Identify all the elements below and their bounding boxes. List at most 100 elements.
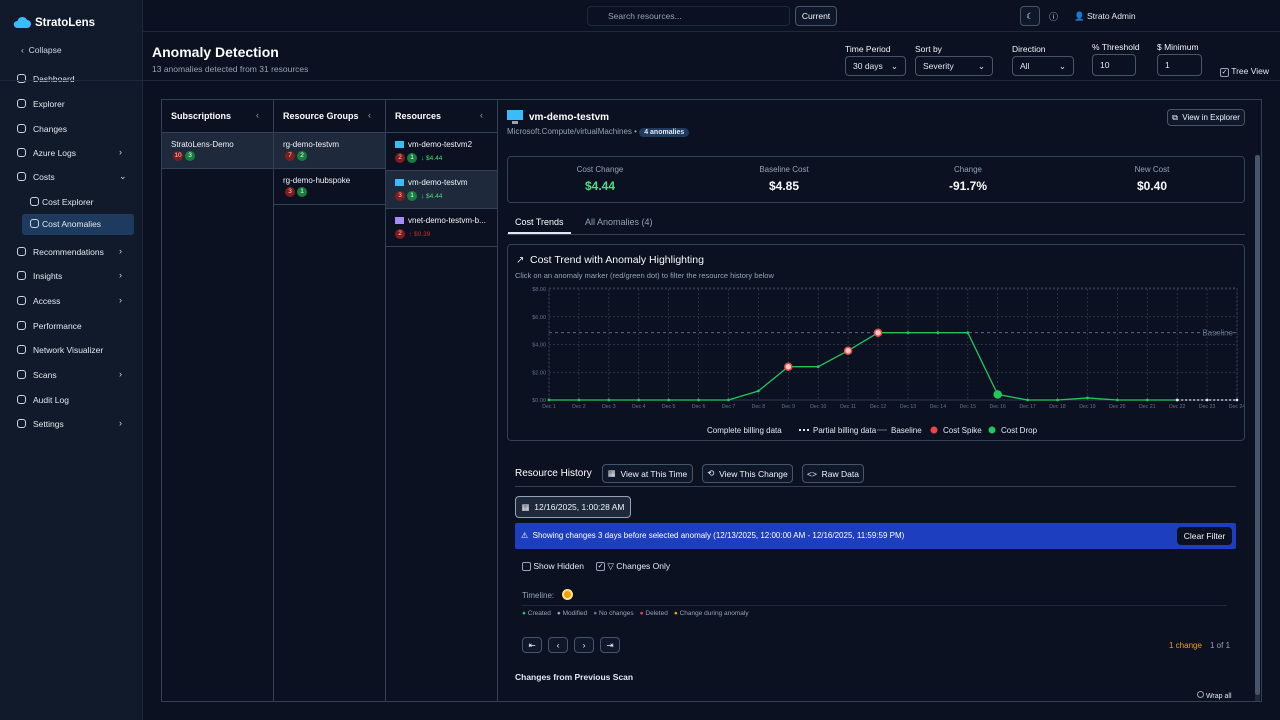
data-point — [1235, 398, 1239, 402]
column-header: Resource Groups — [283, 111, 359, 121]
scrollbar[interactable] — [1255, 155, 1260, 701]
stat-value: $4.85 — [768, 179, 800, 193]
threshold-input[interactable]: 10 — [1092, 54, 1136, 76]
stat-label: Cost Change — [576, 165, 624, 174]
green-badge: 1 — [407, 191, 417, 201]
list-item[interactable]: vm-demo-testvm2 2 1 ↓ $4.44 — [386, 133, 497, 171]
tree-view-toggle[interactable]: ✓ Tree View — [1220, 66, 1269, 77]
collapse-column[interactable]: ‹ — [256, 110, 259, 120]
column-divider — [273, 100, 274, 701]
nav-icon — [17, 419, 26, 428]
legend-dot: ● — [639, 610, 644, 617]
x-tick-label: Dec 16 — [989, 404, 1006, 410]
list-item[interactable]: rg-demo-testvm 7 2 — [274, 133, 385, 169]
x-tick-label: Dec 9 — [782, 404, 796, 410]
nav-item[interactable]: Dashboard — [33, 74, 75, 84]
nav-item[interactable]: Access — [33, 296, 61, 306]
prev-page[interactable]: ‹ — [548, 637, 568, 653]
x-tick-label: Dec 6 — [692, 404, 706, 410]
button-label: View at This Time — [620, 468, 688, 479]
next-page[interactable]: › — [574, 637, 594, 653]
clear-filter-button[interactable]: Clear Filter — [1177, 527, 1232, 545]
view-in-explorer[interactable]: ⧉ View in Explorer — [1167, 109, 1245, 126]
y-tick-label: $2.00 — [532, 370, 546, 376]
view-time-button[interactable]: ▦ View at This Time — [602, 464, 693, 483]
collapse[interactable]: ‹ Collapse — [21, 45, 62, 55]
checkbox — [1197, 691, 1204, 698]
timeline-marker[interactable] — [562, 589, 573, 600]
scroll-thumb — [1255, 155, 1260, 695]
nav-icon — [17, 370, 26, 379]
first-page[interactable]: ⇤ — [522, 637, 542, 653]
item-name: StratoLens-Demo — [171, 140, 234, 149]
x-tick-label: Dec 3 — [602, 404, 616, 410]
help-icon[interactable]: ⓘ — [1049, 12, 1059, 22]
list-item[interactable]: StratoLens-Demo 10 3 — [162, 133, 273, 169]
collapse-column[interactable]: ‹ — [480, 110, 483, 120]
legend-label: Cost Spike — [943, 426, 982, 435]
date-chip[interactable]: ▦ 12/16/2025, 1:00:28 AM — [515, 496, 631, 518]
raw-data-button[interactable]: <> Raw Data — [802, 464, 864, 483]
nav-item[interactable]: Azure Logs — [33, 148, 76, 158]
anomaly-marker[interactable] — [843, 346, 853, 355]
direction-select[interactable]: All ⌄ — [1012, 56, 1074, 76]
list-item[interactable]: vm-demo-testvm 3 1 ↓ $4.44 — [386, 171, 497, 209]
view-change-button[interactable]: ⟲ View This Change — [702, 464, 793, 483]
changes-only[interactable]: ✓ ▽ Changes Only — [596, 561, 671, 572]
anomaly-marker[interactable] — [993, 390, 1002, 399]
nav-item[interactable]: Settings — [33, 419, 64, 429]
nav-item[interactable]: Costs — [33, 172, 55, 182]
timeline-label: Timeline: — [522, 591, 555, 600]
scope-button[interactable]: Current — [795, 6, 837, 26]
chart-icon: ↗ — [516, 255, 524, 266]
anomaly-marker[interactable] — [784, 362, 793, 371]
minimum-input[interactable]: 1 — [1157, 54, 1202, 76]
chevron: ⌄ — [119, 171, 127, 181]
data-point — [756, 389, 760, 393]
nav-item[interactable]: Scans — [33, 370, 57, 380]
chart: ↗ Cost Trend with Anomaly Highlighting Cli… — [507, 244, 1245, 441]
search-box[interactable]: Search resources... — [587, 6, 790, 26]
resource-icon — [395, 141, 404, 148]
list-item[interactable]: rg-demo-hubspoke 3 1 — [274, 169, 385, 205]
tab[interactable]: Cost Trends — [515, 217, 564, 227]
anomaly-marker[interactable] — [873, 328, 883, 337]
nav-item[interactable]: Insights — [33, 271, 63, 281]
stat-label: Change — [953, 165, 983, 174]
timeline-axis — [522, 605, 1227, 606]
page-subtitle: 13 anomalies detected from 31 resources — [152, 64, 309, 74]
sort-select[interactable]: Severity ⌄ — [915, 56, 993, 76]
nav-icon — [17, 247, 26, 256]
tab[interactable]: All Anomalies (4) — [585, 217, 653, 227]
user-menu[interactable]: 👤 Strato Admin — [1074, 11, 1136, 21]
item-name: vm-demo-testvm — [408, 178, 468, 187]
list-item[interactable]: vnet-demo-testvm-b... 2 ↑ $0.39 — [386, 209, 497, 247]
chevron: ⌄ — [1058, 60, 1066, 71]
divider — [0, 80, 1280, 81]
nav-item[interactable]: Performance — [33, 321, 82, 331]
legend-label: No changes — [598, 610, 634, 617]
nav-icon — [17, 99, 26, 108]
x-tick-label: Dec 11 — [840, 404, 856, 410]
show-hidden[interactable]: Show Hidden — [522, 561, 584, 572]
theme-toggle[interactable]: ☾ — [1020, 6, 1040, 26]
nav-item[interactable]: Cost Anomalies — [42, 219, 102, 229]
wrap-all[interactable]: Wrap all — [1197, 691, 1232, 700]
nav-item[interactable]: Recommendations — [33, 247, 104, 257]
data-point — [936, 331, 940, 335]
input-value: 1 — [1165, 60, 1170, 70]
nav-item[interactable]: Network Visualizer — [33, 345, 104, 355]
nav-item[interactable]: Audit Log — [33, 395, 69, 405]
column-divider — [497, 100, 498, 701]
last-page[interactable]: ⇥ — [600, 637, 620, 653]
timeline-legend-item: ● No changes — [593, 610, 633, 617]
data-point — [1115, 398, 1119, 402]
x-tick-label: Dec 23 — [1199, 404, 1216, 410]
time-period-select[interactable]: 30 days ⌄ — [845, 56, 906, 76]
nav-item[interactable]: Explorer — [33, 99, 65, 109]
nav-item[interactable]: Changes — [33, 124, 68, 134]
nav-icon — [30, 197, 39, 206]
nav-item[interactable]: Cost Explorer — [42, 197, 94, 207]
input-value: 10 — [1100, 60, 1110, 70]
collapse-column[interactable]: ‹ — [368, 110, 371, 120]
